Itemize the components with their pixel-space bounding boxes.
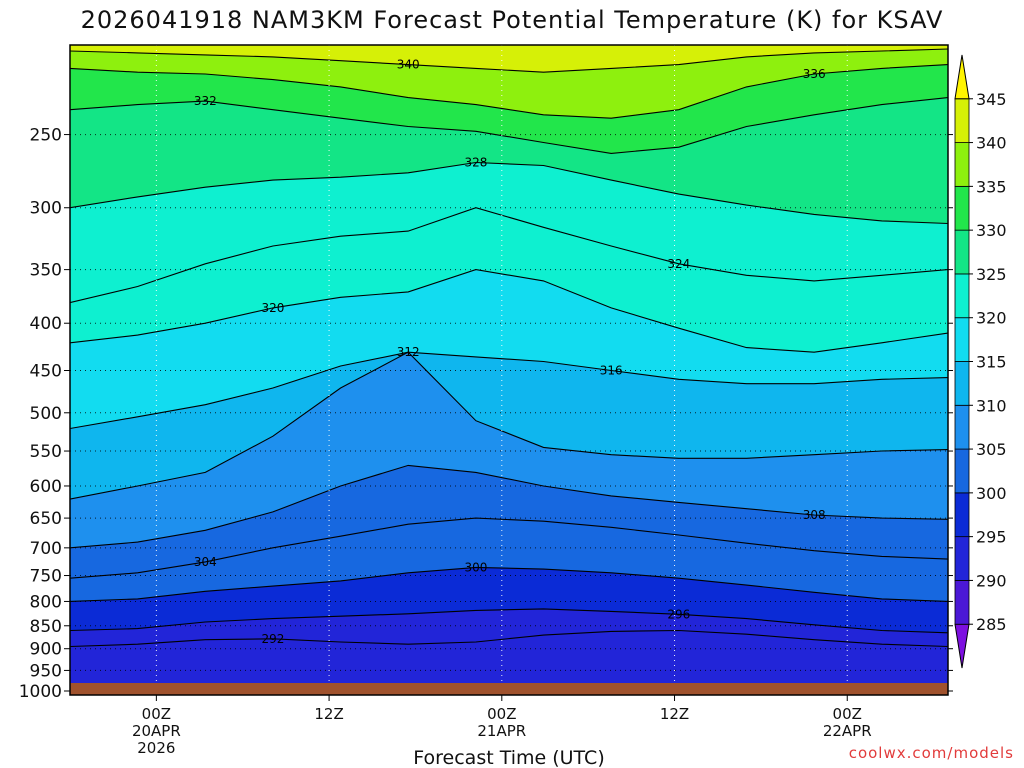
- contour-label-316: 316: [600, 363, 623, 377]
- colorbar-band-13: [954, 54, 970, 100]
- contour-328: [70, 161, 948, 225]
- contour-label-328: 328: [464, 155, 487, 169]
- contour-label-296: 296: [667, 607, 690, 621]
- colorbar-band-5: [954, 404, 970, 450]
- x-tick-date-2: 21APR: [477, 722, 526, 740]
- contour-label-320: 320: [261, 301, 284, 315]
- colorbar-label-285: 285: [976, 615, 1007, 634]
- colorbar-band-2: [954, 536, 970, 581]
- contour-304: [70, 517, 948, 579]
- contour-336: [70, 64, 948, 119]
- contour-label-312: 312: [397, 345, 420, 359]
- y-tick-label-950: 950: [30, 661, 62, 681]
- y-tick-label-900: 900: [30, 640, 62, 660]
- y-tick-label-500: 500: [30, 404, 62, 424]
- contour-label-292: 292: [261, 632, 284, 646]
- y-tick-label-250: 250: [30, 126, 62, 146]
- y-tick-label-1000: 1000: [19, 682, 62, 702]
- fill-band-340: [70, 45, 948, 73]
- y-tick-label-300: 300: [30, 199, 62, 219]
- colorbar-label-300: 300: [976, 484, 1007, 503]
- colorbar-label-315: 315: [976, 353, 1007, 372]
- contour-label-300: 300: [464, 560, 487, 574]
- fill-band-336: [70, 45, 948, 119]
- y-tick-label-650: 650: [30, 509, 62, 529]
- colorbar-band-4: [954, 448, 970, 494]
- contour-292: [70, 629, 948, 648]
- contour-340: [70, 48, 948, 73]
- colorbar-label-340: 340: [976, 134, 1007, 153]
- contour-320: [70, 269, 948, 353]
- y-tick-label-750: 750: [30, 567, 62, 587]
- colorbar-band-12: [954, 98, 970, 143]
- y-tick-label-550: 550: [30, 442, 62, 462]
- contour-332: [70, 97, 948, 154]
- contour-label-308: 308: [803, 508, 826, 522]
- x-tick-year-0: 2026: [137, 739, 175, 757]
- colorbar-band-10: [954, 185, 970, 231]
- x-tick-label-0: 00Z: [142, 705, 171, 723]
- y-tick-label-600: 600: [30, 477, 62, 497]
- contour-308: [70, 464, 948, 549]
- x-tick-label-2: 00Z: [487, 705, 516, 723]
- colorbar-label-320: 320: [976, 309, 1007, 328]
- colorbar-band-1: [954, 580, 970, 625]
- colorbar-label-310: 310: [976, 396, 1007, 415]
- x-tick-date-4: 22APR: [823, 722, 872, 740]
- y-tick-label-350: 350: [30, 261, 62, 281]
- x-axis-label: Forecast Time (UTC): [413, 747, 604, 768]
- x-tick-date-0: 20APR: [132, 722, 181, 740]
- contour-312: [70, 351, 948, 500]
- contour-296: [70, 608, 948, 634]
- colorbar-label-325: 325: [976, 265, 1007, 284]
- colorbar-band-11: [954, 142, 970, 187]
- colorbar-label-330: 330: [976, 221, 1007, 240]
- contour-label-332: 332: [194, 94, 217, 108]
- colorbar-band-6: [954, 361, 970, 406]
- contour-label-336: 336: [803, 67, 826, 81]
- y-tick-label-700: 700: [30, 539, 62, 559]
- contour-316: [70, 351, 948, 430]
- y-tick-label-800: 800: [30, 592, 62, 612]
- credit-text: coolwx.com/models: [848, 744, 1014, 762]
- colorbar-label-345: 345: [976, 90, 1007, 109]
- y-tick-label-450: 450: [30, 361, 62, 381]
- y-tick-label-400: 400: [30, 314, 62, 334]
- contour-324: [70, 207, 948, 304]
- chart-title: 2026041918 NAM3KM Forecast Potential Tem…: [80, 6, 944, 34]
- colorbar-band-0: [954, 623, 970, 669]
- y-tick-label-850: 850: [30, 617, 62, 637]
- x-tick-label-1: 12Z: [314, 705, 343, 723]
- colorbar-band-8: [954, 273, 970, 319]
- x-tick-label-4: 00Z: [833, 705, 862, 723]
- colorbar-label-335: 335: [976, 177, 1007, 196]
- colorbar-label-290: 290: [976, 571, 1007, 590]
- x-tick-label-3: 12Z: [660, 705, 689, 723]
- contour-label-340: 340: [397, 58, 420, 72]
- colorbar-band-9: [954, 229, 970, 275]
- colorbar-band-7: [954, 317, 970, 362]
- contour-label-304: 304: [194, 555, 217, 569]
- colorbar-band-3: [954, 492, 970, 538]
- colorbar-label-305: 305: [976, 440, 1007, 459]
- contour-label-324: 324: [667, 257, 690, 271]
- terrain-strip: [70, 683, 948, 695]
- colorbar-label-295: 295: [976, 528, 1007, 547]
- contour-300: [70, 566, 948, 602]
